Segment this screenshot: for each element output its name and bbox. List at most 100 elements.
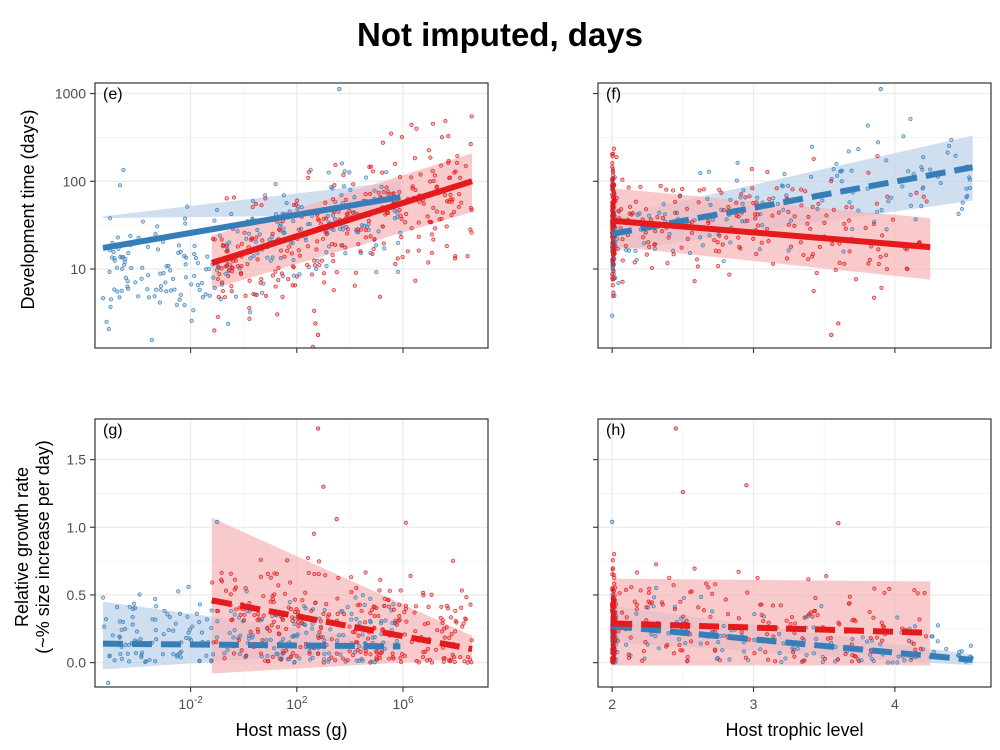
- data-point: [689, 219, 695, 224]
- data-point: [291, 257, 296, 263]
- data-point: [368, 234, 373, 239]
- data-point: [610, 283, 615, 288]
- data-point: [911, 641, 916, 646]
- data-point: [667, 231, 672, 237]
- data-point: [183, 221, 188, 226]
- data-point: [634, 602, 640, 607]
- data-point: [461, 621, 466, 626]
- data-point: [829, 332, 834, 337]
- data-point: [777, 631, 782, 637]
- data-point: [781, 207, 786, 212]
- data-point: [822, 220, 827, 225]
- data-point: [876, 247, 881, 252]
- data-point: [688, 590, 693, 595]
- data-point: [278, 248, 284, 253]
- data-point: [335, 611, 340, 616]
- data-point: [773, 659, 778, 664]
- data-point: [706, 218, 711, 224]
- data-point: [239, 648, 244, 653]
- data-point: [107, 216, 113, 221]
- data-point: [310, 621, 315, 627]
- data-point: [652, 242, 658, 247]
- data-point: [673, 426, 678, 431]
- data-point: [459, 588, 464, 593]
- data-point: [125, 284, 130, 289]
- data-point: [189, 318, 194, 323]
- data-point: [248, 237, 254, 242]
- data-point: [404, 211, 409, 217]
- data-point: [795, 646, 800, 651]
- data-point: [774, 186, 779, 191]
- data-point: [632, 260, 637, 265]
- data-point: [343, 197, 348, 202]
- data-point: [294, 274, 299, 279]
- data-point: [949, 137, 954, 142]
- data-point: [306, 555, 311, 561]
- data-point: [751, 236, 756, 242]
- data-point: [713, 248, 719, 253]
- data-point: [177, 651, 182, 656]
- data-point: [232, 628, 237, 633]
- data-point: [709, 609, 715, 614]
- data-point: [275, 312, 280, 317]
- data-point: [382, 596, 387, 601]
- data-point: [409, 175, 414, 180]
- data-point: [440, 618, 445, 623]
- data-point: [139, 652, 144, 658]
- data-point: [844, 205, 849, 210]
- red-confidence-band: [612, 578, 931, 666]
- data-point: [378, 650, 383, 656]
- data-point: [128, 233, 133, 238]
- data-point: [611, 191, 617, 196]
- data-point: [334, 517, 339, 522]
- data-point: [321, 271, 327, 276]
- data-point: [306, 170, 312, 175]
- data-point: [451, 209, 457, 215]
- data-point: [154, 287, 159, 292]
- data-point: [959, 206, 965, 212]
- data-point: [626, 652, 631, 657]
- data-point: [835, 657, 841, 662]
- data-point: [643, 207, 649, 212]
- data-point: [312, 258, 317, 263]
- data-point: [698, 641, 703, 646]
- data-point: [707, 233, 712, 238]
- data-point: [964, 186, 969, 191]
- data-point: [246, 231, 252, 236]
- data-point: [746, 637, 752, 642]
- data-point: [817, 244, 822, 250]
- red-fit-line: [611, 217, 931, 251]
- data-point: [386, 597, 391, 603]
- data-point: [743, 655, 749, 660]
- data-point: [290, 634, 295, 639]
- data-point: [441, 656, 446, 661]
- data-point: [759, 602, 764, 607]
- data-point: [314, 247, 319, 252]
- data-point: [838, 169, 843, 174]
- data-point: [434, 184, 440, 189]
- data-point: [360, 632, 365, 637]
- data-point: [295, 632, 300, 637]
- data-point: [680, 186, 685, 192]
- data-point: [849, 659, 855, 664]
- data-point: [912, 587, 917, 593]
- data-point: [620, 279, 625, 284]
- data-point: [884, 227, 889, 232]
- data-point: [321, 660, 326, 665]
- data-point: [779, 183, 784, 188]
- data-point: [268, 637, 273, 643]
- data-point: [394, 210, 400, 215]
- data-point: [222, 295, 228, 300]
- data-point: [701, 187, 706, 192]
- data-point: [291, 202, 297, 207]
- data-point: [676, 637, 682, 642]
- data-point: [369, 607, 375, 612]
- data-point: [119, 627, 124, 633]
- data-point: [362, 620, 368, 625]
- data-point: [426, 260, 431, 265]
- data-point: [887, 586, 892, 592]
- panel-label: (g): [103, 422, 123, 439]
- data-point: [874, 209, 880, 215]
- data-point: [281, 226, 286, 231]
- data-point: [414, 126, 419, 131]
